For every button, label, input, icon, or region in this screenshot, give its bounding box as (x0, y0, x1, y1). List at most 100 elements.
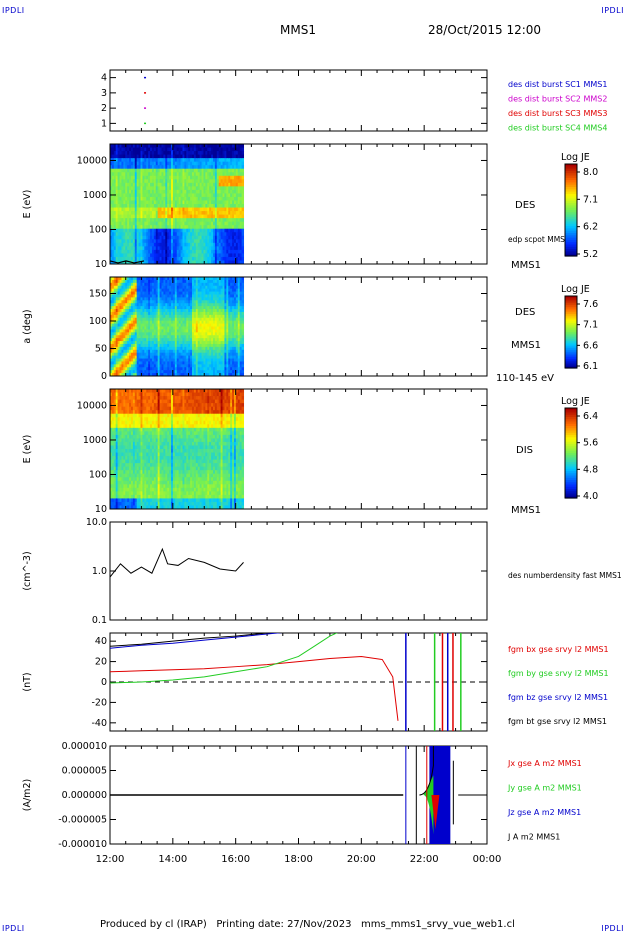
des-pitch-cell (222, 326, 225, 330)
des-pitch-cell (161, 311, 164, 316)
des-pitch-cell (182, 367, 185, 371)
des-pitch-cell (226, 291, 229, 295)
des-pitch-cell (119, 303, 122, 307)
des-pitch-cell (197, 282, 201, 287)
des-spectrogram-cell (165, 239, 168, 244)
des-spectrogram-cell (159, 154, 163, 159)
des-spectrogram-cell (195, 214, 199, 219)
des-pitch-cell (172, 309, 176, 313)
des-spectrogram-cell (209, 158, 212, 163)
des-pitch-cell (232, 279, 235, 284)
des-spectrogram-cell (211, 207, 214, 212)
des-pitch-cell (157, 279, 161, 284)
des-spectrogram-cell (235, 179, 239, 184)
des-spectrogram-cell (192, 218, 195, 223)
des-pitch-cell (125, 311, 128, 316)
des-spectrogram-cell (119, 228, 122, 233)
des-pitch-cell (235, 294, 239, 298)
des-spectrogram-cell (228, 189, 231, 194)
des-pitch-cell (169, 282, 172, 287)
des-pitch-cell (190, 352, 193, 357)
des-spectrogram-cell (151, 214, 155, 219)
des-pitch-cell (188, 303, 191, 307)
des-pitch-cell (117, 314, 121, 319)
des-spectrogram-cell (211, 154, 214, 159)
des-pitch-cell (214, 288, 218, 293)
des-pitch-cell (192, 314, 195, 319)
des-pitch-cell (239, 332, 243, 336)
des-spectrogram-cell (121, 253, 124, 258)
des-spectrogram-cell (136, 186, 140, 191)
des-pitch-cell (113, 297, 117, 301)
des-spectrogram-cell (169, 186, 172, 191)
des-spectrogram-cell (192, 204, 195, 209)
des-spectrogram-cell (172, 165, 176, 170)
des-pitch-cell (228, 335, 231, 339)
des-pitch-cell (190, 349, 193, 354)
des-pitch-cell (138, 311, 142, 316)
des-spectrogram-cell (233, 228, 237, 233)
des-pitch-cell (111, 323, 115, 327)
des-pitch-cell (178, 285, 182, 290)
des-spectrogram-cell (228, 193, 231, 198)
des-pitch-cell (197, 341, 201, 345)
des-pitch-cell (207, 306, 210, 310)
des-pitch-cell (205, 367, 208, 371)
des-pitch-cell (146, 291, 149, 295)
des-spectrogram-cell (138, 144, 142, 149)
des-energy-colorbar-swatch (565, 200, 577, 204)
des-spectrogram-cell (117, 179, 121, 184)
des-pitch-cell (148, 303, 151, 307)
des-pitch-cell (172, 352, 176, 357)
des-pitch-cell (117, 370, 121, 374)
des-pitch-cell (178, 332, 182, 336)
des-spectrogram-cell (174, 175, 178, 180)
des-spectrogram-cell (140, 179, 143, 184)
des-pitch-cell (211, 282, 214, 287)
des-spectrogram-cell (232, 239, 235, 244)
des-pitch-cell (222, 361, 225, 365)
des-pitch-cell (224, 323, 227, 327)
des-spectrogram-cell (167, 179, 170, 184)
des-spectrogram-cell (230, 239, 233, 244)
des-spectrogram-cell (216, 182, 220, 187)
des-pitch-cell (235, 279, 239, 284)
des-pitch-cell (216, 279, 220, 284)
des-spectrogram-cell (232, 175, 235, 180)
des-spectrogram-cell (232, 218, 235, 223)
des-spectrogram-cell (165, 147, 168, 152)
des-spectrogram-cell (239, 235, 243, 240)
des-pitch-cell (121, 341, 124, 345)
des-spectrogram-cell (125, 189, 128, 194)
des-pitch-cell (174, 297, 178, 301)
des-pitch-cell (115, 291, 119, 295)
des-spectrogram-cell (148, 193, 151, 198)
des-pitch-cell (205, 364, 208, 368)
des-spectrogram-cell (201, 204, 204, 209)
des-spectrogram-cell (197, 221, 201, 226)
des-pitch-cell (182, 335, 185, 339)
des-spectrogram-cell (226, 235, 229, 240)
des-pitch-cell (228, 326, 231, 330)
des-spectrogram-cell (228, 204, 231, 209)
des-pitch-cell (125, 277, 128, 281)
des-pitch-cell (237, 373, 241, 377)
des-spectrogram-cell (129, 239, 132, 244)
des-pitch-cell (138, 320, 142, 325)
des-spectrogram-cell (121, 175, 124, 180)
des-pitch-cell (171, 297, 174, 301)
des-energy-colorbar-swatch (565, 184, 577, 188)
des-pitch-cell (228, 294, 231, 298)
des-spectrogram-cell (148, 154, 151, 159)
des-spectrogram-cell (113, 154, 117, 159)
des-spectrogram-cell (232, 179, 235, 184)
des-spectrogram-cell (115, 239, 119, 244)
des-spectrogram-cell (184, 211, 187, 216)
des-spectrogram-cell (235, 242, 239, 247)
des-pitch-cell (155, 311, 159, 316)
des-spectrogram-cell (146, 249, 149, 254)
des-spectrogram-cell (163, 204, 166, 209)
des-pitch-cell (157, 311, 161, 316)
des-pitch-cell (230, 349, 233, 354)
des-spectrogram-cell (119, 158, 122, 163)
